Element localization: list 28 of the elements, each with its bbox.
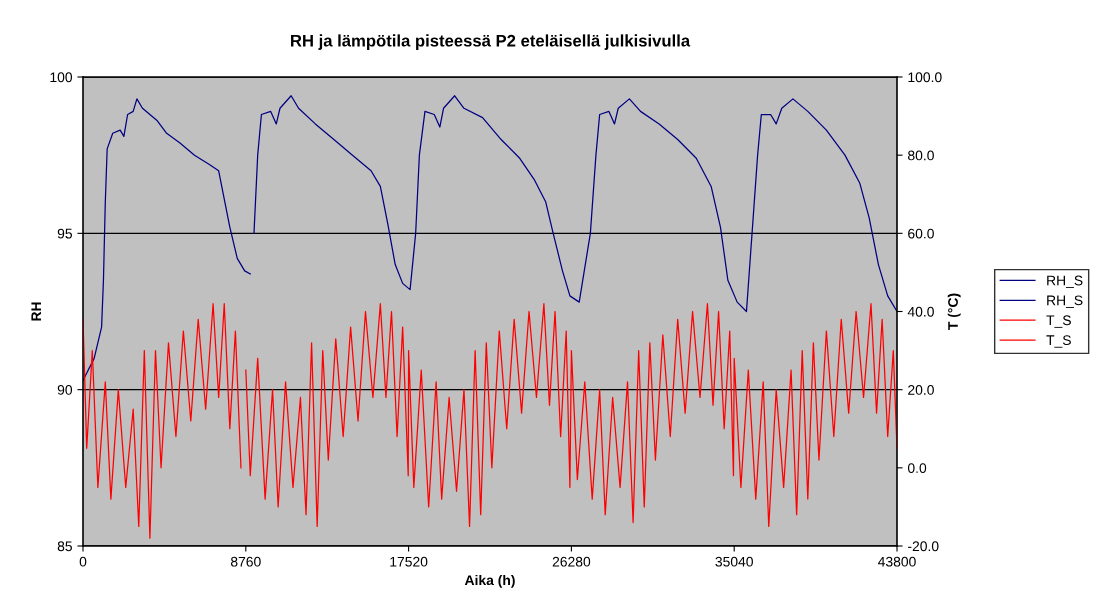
x-tick-label: 17520 [390, 556, 428, 567]
line-series [245, 303, 897, 528]
line-series [253, 95, 897, 313]
x-tick-label: 43800 [878, 556, 916, 567]
y-tick-label: 90 [57, 385, 73, 395]
x-tick-label: 35040 [715, 556, 753, 567]
x-tick-label: 8760 [230, 556, 261, 567]
legend-label: T_S [1046, 335, 1071, 348]
y2-tick-label: 80.0 [908, 150, 934, 161]
y2-tick-label: 100.0 [908, 72, 942, 83]
y2-tick-label: 60.0 [908, 228, 934, 239]
x-tick-label: 26280 [552, 556, 591, 567]
y2-axis-title: T (°C) [947, 293, 961, 330]
legend-label: RH_S [1047, 275, 1083, 289]
y-axis-title: RH [31, 302, 41, 321]
x-tick-label: 0 [79, 556, 87, 567]
legend-label: T_S [1046, 315, 1071, 328]
y-tick-label: 100 [50, 72, 73, 83]
legend-label: RH_S [1047, 295, 1083, 308]
x-axis-title: Aika (h) [464, 574, 515, 588]
chart-title: RH ja lämpötila pisteessä P2 eteläisellä julkisivulla [291, 34, 691, 50]
y-tick-label: 85 [57, 541, 72, 552]
y2-tick-label: 20.0 [908, 385, 934, 395]
line-series [83, 303, 242, 539]
y2-tick-label: 0.0 [907, 463, 927, 473]
y2-tick-label: -20.0 [908, 541, 939, 552]
y-tick-label: 95 [57, 228, 72, 239]
y2-tick-label: 40.0 [907, 306, 934, 317]
